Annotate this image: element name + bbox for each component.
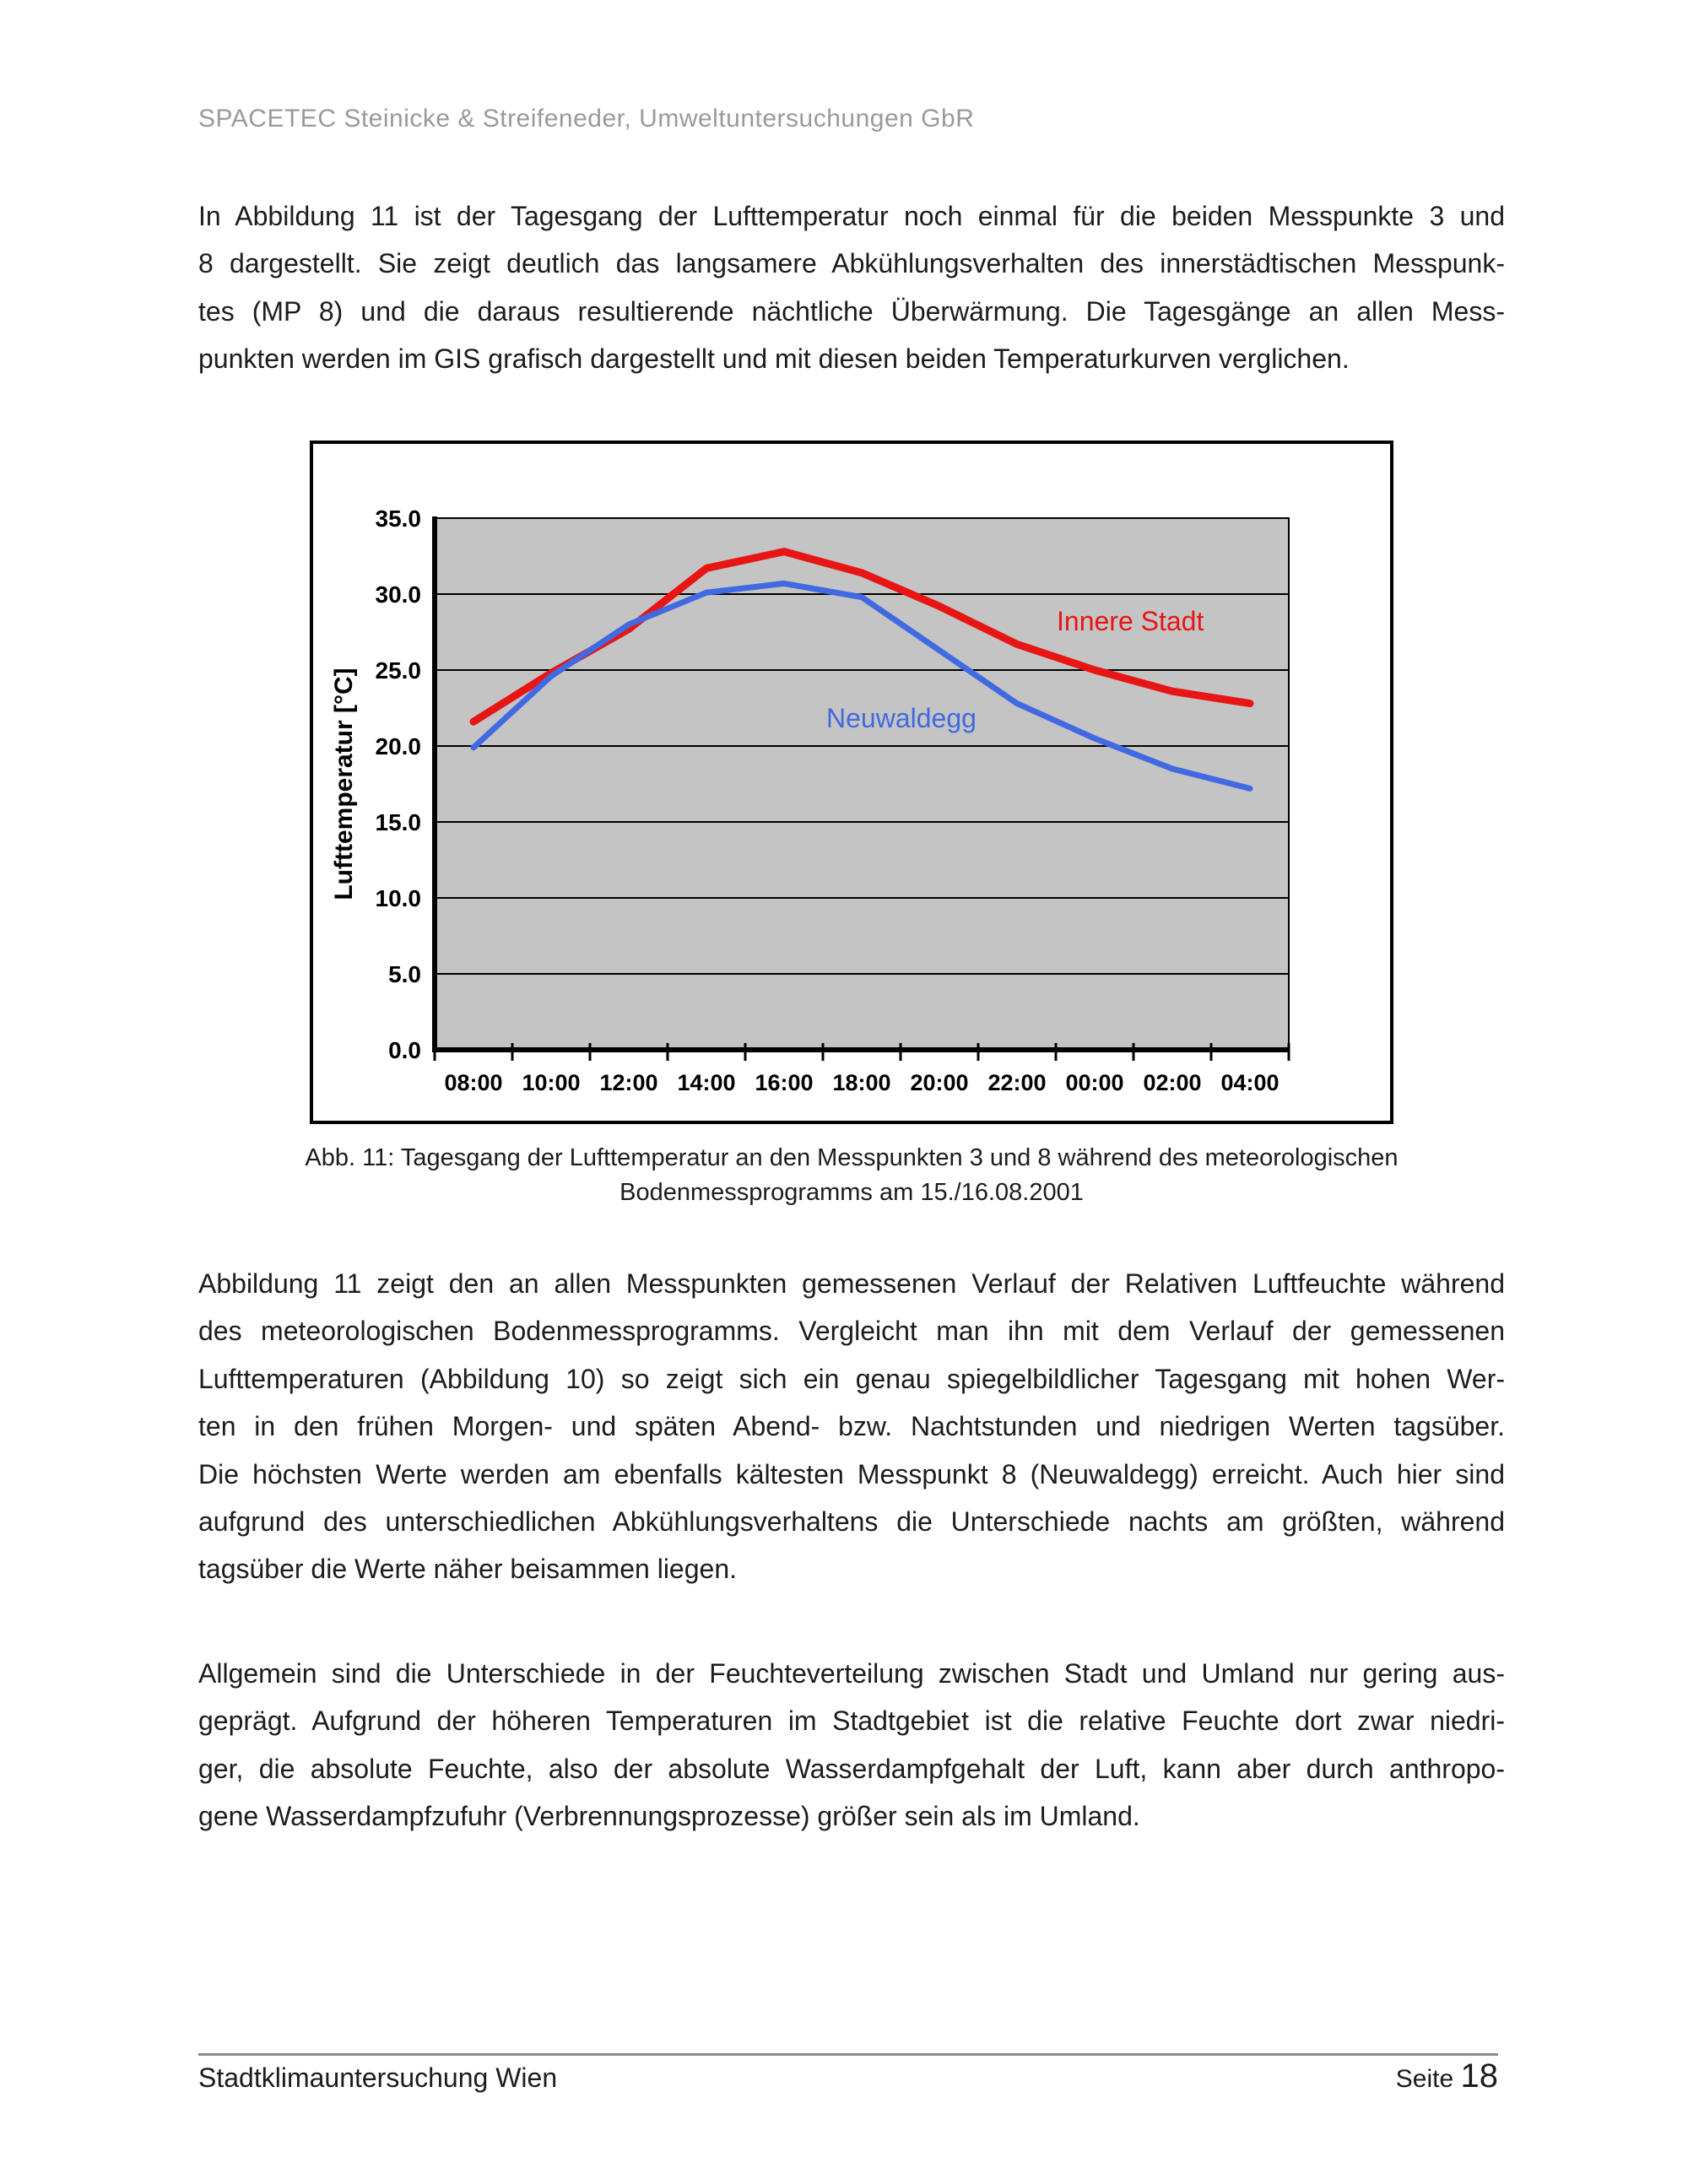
x-tick-label: 14:00: [677, 1070, 735, 1095]
y-tick-label: 25.0: [376, 657, 422, 684]
paragraph-line: aufgrund des unterschiedlichen Abkühlung…: [198, 1506, 1505, 1538]
figure-caption-line-1: Abb. 11: Tagesgang der Lufttemperatur an…: [305, 1144, 1399, 1171]
x-tick-label: 12:00: [599, 1070, 657, 1095]
y-tick-label: 35.0: [376, 505, 422, 532]
x-tick-label: 18:00: [832, 1070, 890, 1095]
y-tick-label: 30.0: [376, 581, 422, 608]
footer-page-indicator: Seite 18: [1396, 2057, 1498, 2095]
y-tick-label: 0.0: [388, 1037, 421, 1063]
paragraph-line: Die höchsten Werte werden am ebenfalls k…: [198, 1458, 1505, 1489]
x-tick-label: 16:00: [755, 1070, 813, 1095]
x-tick-label: 08:00: [444, 1070, 502, 1095]
paragraph-line: geprägt. Aufgrund der höheren Temperatur…: [198, 1706, 1505, 1737]
paragraph-line: In Abbildung 11 ist der Tagesgang der Lu…: [198, 201, 1505, 231]
paragraph-line: tes (MP 8) und die daraus resultierende …: [198, 295, 1505, 327]
body-paragraph-1: In Abbildung 11 ist der Tagesgang der Lu…: [198, 192, 1505, 383]
footer-page-label: Seite: [1395, 2065, 1454, 2093]
x-tick-label: 10:00: [522, 1070, 580, 1095]
paragraph-line: des meteorologischen Bodenmessprogramms.…: [198, 1316, 1505, 1347]
paragraph-line: 8 dargestellt. Sie zeigt deutlich das la…: [198, 248, 1505, 279]
footer-divider: [198, 2053, 1498, 2056]
page-header: SPACETEC Steinicke & Streifeneder, Umwel…: [198, 105, 975, 132]
paragraph-line: Abbildung 11 zeigt den an allen Messpunk…: [198, 1268, 1505, 1299]
footer-page-number: 18: [1460, 2057, 1499, 2095]
paragraph-line: punkten werden im GIS grafisch dargestel…: [198, 343, 1350, 375]
footer-document-title: Stadtklimauntersuchung Wien: [198, 2062, 558, 2093]
page-footer: Stadtklimauntersuchung Wien Seite 18: [198, 2057, 1498, 2095]
figure-chart: 0.0 5.0 10.0 15.0 20.0 25.0 30.0 35.0 08:00 10:00…: [310, 441, 1393, 1124]
x-tick-label: 00:00: [1065, 1070, 1123, 1095]
x-tick-label: 22:00: [987, 1070, 1046, 1095]
y-tick-label: 10.0: [376, 885, 422, 911]
paragraph-line: gene Wasserdampfzufuhr (Verbrennungsproz…: [198, 1801, 1140, 1832]
figure-caption: Abb. 11: Tagesgang der Lufttemperatur an…: [198, 1141, 1505, 1210]
x-tick-label: 20:00: [910, 1070, 968, 1095]
series-label-neuwaldegg: Neuwaldegg: [826, 703, 977, 733]
figure-caption-line-2: Bodenmessprogramms am 15./16.08.2001: [619, 1179, 1084, 1206]
series-line-neuwaldegg: [470, 580, 1253, 792]
temperature-line-chart: 0.0 5.0 10.0 15.0 20.0 25.0 30.0 35.0 08:00 10:00…: [330, 505, 1290, 1095]
paragraph-line: ten in den frühen Morgen- und späten Abe…: [198, 1411, 1505, 1442]
series-label-innere-stadt: Innere Stadt: [1057, 606, 1204, 636]
plot-area: [435, 518, 1289, 1050]
paragraph-line: tagsüber die Werte näher beisammen liege…: [198, 1554, 737, 1585]
paragraph-line: Allgemein sind die Unterschiede in der F…: [198, 1658, 1505, 1689]
y-tick-label: 5.0: [388, 961, 421, 987]
y-tick-label: 15.0: [376, 809, 422, 835]
y-axis-title: Lufttemperatur [°C]: [330, 668, 358, 900]
body-paragraph-3: Allgemein sind die Unterschiede in der F…: [198, 1650, 1505, 1841]
body-paragraph-2: Abbildung 11 zeigt den an allen Messpunk…: [198, 1260, 1505, 1593]
x-tick-label: 04:00: [1220, 1070, 1279, 1095]
y-tick-label: 20.0: [376, 733, 422, 760]
paragraph-line: Lufttemperaturen (Abbildung 10) so zeigt…: [198, 1363, 1505, 1394]
paragraph-line: ger, die absolute Feuchte, also der abso…: [198, 1753, 1505, 1784]
x-tick-label: 02:00: [1143, 1070, 1201, 1095]
